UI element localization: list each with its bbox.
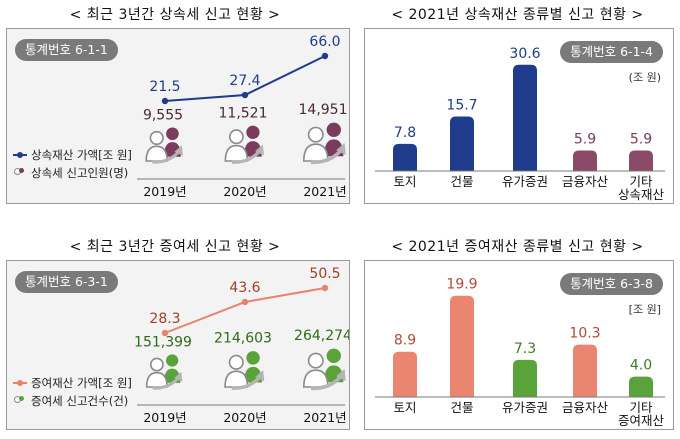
data-label: 43.6 bbox=[229, 280, 260, 296]
data-point bbox=[161, 329, 169, 337]
data-label: 7.3 bbox=[514, 341, 536, 357]
x-tick-label: 금융자산 bbox=[562, 400, 609, 415]
x-tick-label: 기타 상속재산 bbox=[618, 174, 665, 202]
chart-title-inheritance-trend: < 최근 3년간 상속세 신고 현황 > bbox=[69, 7, 281, 23]
legend-item-gift-count: 증여세 신고건수(건) bbox=[13, 393, 128, 409]
panel-gift-by-type: 통계번호 6-3-8 [조 원] 8.9 19.9 7.3 10.3 4.0 토지 건물 유가… bbox=[364, 260, 674, 430]
data-label: 66.0 bbox=[309, 34, 340, 50]
panel-inheritance-trend: 통계번호 6-1-1 21.5 27.4 66.0 9,555 11,521 14,951… bbox=[6, 28, 350, 204]
people-icon bbox=[13, 167, 27, 179]
stat-badge: 통계번호 6-1-1 bbox=[15, 39, 118, 61]
data-point bbox=[161, 97, 169, 105]
bar bbox=[450, 295, 474, 397]
panel-inheritance-by-type: 통계번호 6-1-4 (조 원) 7.8 15.7 30.6 5.9 5.9 토지 건물 유가… bbox=[364, 28, 674, 204]
chart-title-inheritance-by-type: < 2021년 상속재산 종류별 신고 현황 > bbox=[391, 7, 644, 23]
data-point bbox=[321, 284, 329, 292]
chart-inheritance-trend: 21.5 27.4 66.0 9,555 11,521 14,951 2019년 2020년 2… bbox=[137, 34, 348, 199]
x-tick-label: 토지 bbox=[393, 400, 416, 415]
bar bbox=[393, 351, 417, 397]
legend-label: 증여세 신고건수(건) bbox=[31, 394, 129, 408]
legend-label: 증여재산 가액[조 원] bbox=[31, 376, 132, 390]
legend-item-inheritance-count: 상속세 신고인원(명) bbox=[13, 165, 128, 181]
data-label: 28.3 bbox=[149, 311, 180, 327]
count-label: 11,521 bbox=[219, 105, 268, 121]
legend-label: 상속세 신고인원(명) bbox=[31, 166, 129, 180]
panel-gift-trend: 통계번호 6-3-1 28.3 43.6 50.5 151,399 214,603 264… bbox=[6, 260, 350, 430]
people-icon bbox=[302, 122, 346, 165]
data-label: 50.5 bbox=[309, 266, 340, 282]
x-tick-label: 유가증권 bbox=[502, 174, 548, 189]
data-label: 21.5 bbox=[149, 79, 180, 95]
data-label: 8.9 bbox=[394, 333, 416, 349]
bar bbox=[393, 143, 417, 171]
chart-gift-by-type: 8.9 19.9 7.3 10.3 4.0 토지 건물 유가증권 금융자산 기타 증여재산 bbox=[375, 277, 665, 428]
data-point bbox=[241, 298, 249, 306]
x-tick-label: 2019년 bbox=[143, 184, 186, 199]
x-tick-label: 2020년 bbox=[223, 184, 266, 199]
x-tick-label: 토지 bbox=[393, 174, 416, 189]
data-label: 30.6 bbox=[509, 46, 540, 62]
legend-line-icon bbox=[13, 379, 27, 387]
data-label: 19.9 bbox=[446, 277, 477, 293]
bar bbox=[450, 116, 474, 171]
count-label: 151,399 bbox=[134, 334, 192, 350]
legend-label: 상속재산 가액[조 원] bbox=[31, 148, 132, 162]
bar bbox=[629, 376, 653, 397]
bar bbox=[629, 150, 653, 171]
stat-badge: 통계번호 6-1-4 bbox=[560, 41, 663, 63]
people-icon bbox=[13, 395, 27, 407]
bar bbox=[573, 150, 597, 171]
data-label: 27.4 bbox=[229, 73, 260, 89]
people-icon bbox=[302, 348, 346, 391]
data-label: 5.9 bbox=[630, 132, 652, 148]
unit-label: [조 원] bbox=[628, 303, 661, 316]
count-label: 9,555 bbox=[143, 107, 183, 123]
data-label: 10.3 bbox=[569, 326, 600, 342]
x-tick-label: 유가증권 bbox=[502, 400, 548, 415]
x-tick-label: 기타 증여재산 bbox=[618, 400, 665, 428]
x-tick-label: 2021년 bbox=[303, 184, 346, 199]
count-label: 264,274 bbox=[294, 328, 350, 344]
x-tick-label: 2020년 bbox=[223, 410, 266, 425]
people-icon bbox=[145, 127, 183, 164]
data-point bbox=[321, 52, 329, 60]
data-label: 4.0 bbox=[630, 358, 652, 374]
people-icon bbox=[224, 351, 265, 390]
stat-badge: 통계번호 6-3-1 bbox=[15, 271, 118, 293]
unit-label: (조 원) bbox=[628, 71, 661, 84]
x-tick-label: 금융자산 bbox=[562, 174, 609, 189]
legend-item-inheritance-value: 상속재산 가액[조 원] bbox=[13, 147, 132, 163]
people-icon bbox=[145, 354, 183, 390]
legend-line-icon bbox=[13, 151, 27, 159]
people-icon bbox=[224, 125, 264, 164]
data-label: 5.9 bbox=[574, 132, 596, 148]
bar bbox=[513, 359, 537, 397]
data-point bbox=[241, 91, 249, 99]
legend-item-gift-value: 증여재산 가액[조 원] bbox=[13, 375, 132, 391]
chart-inheritance-by-type: 7.8 15.7 30.6 5.9 5.9 토지 건물 유가증권 금융자산 기타 상속재산 bbox=[375, 46, 665, 202]
chart-gift-trend: 28.3 43.6 50.5 151,399 214,603 264,274 2019년 20… bbox=[134, 266, 350, 425]
x-tick-label: 건물 bbox=[450, 400, 473, 415]
bar bbox=[573, 344, 597, 397]
data-label: 7.8 bbox=[394, 125, 416, 141]
x-tick-label: 건물 bbox=[450, 174, 473, 189]
chart-title-gift-trend: < 최근 3년간 증여세 신고 현황 > bbox=[69, 239, 281, 255]
count-label: 214,603 bbox=[214, 331, 272, 347]
x-tick-label: 2021년 bbox=[303, 410, 346, 425]
count-label: 14,951 bbox=[299, 102, 348, 118]
chart-title-gift-by-type: < 2021년 증여재산 종류별 신고 현황 > bbox=[391, 239, 644, 255]
data-label: 15.7 bbox=[446, 98, 477, 114]
x-tick-label: 2019년 bbox=[143, 410, 186, 425]
stat-badge: 통계번호 6-3-8 bbox=[560, 273, 663, 295]
bar bbox=[513, 64, 537, 171]
